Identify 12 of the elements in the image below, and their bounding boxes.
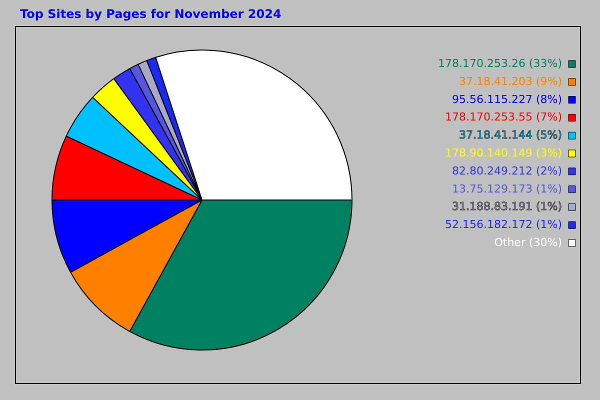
legend-label: 178.170.253.26 (33%) <box>438 57 562 70</box>
chart-title: Top Sites by Pages for November 2024 <box>20 7 282 21</box>
legend-label: 95.56.115.227 (8%) <box>452 92 562 106</box>
legend-label: 82.80.249.212 (2%) <box>452 164 562 178</box>
legend-label: 31.188.83.191 (1%) <box>452 200 562 214</box>
legend-label: 52.156.182.172 (1%) <box>444 218 562 232</box>
legend-label: 178.90.140.149 (3%) <box>444 146 562 160</box>
legend-label: Other (30%) <box>494 236 562 249</box>
legend-label: 13.75.129.173 (1%) <box>452 182 562 196</box>
legend-label: 37.18.41.144 (5%) <box>458 128 562 142</box>
legend-label: 37.18.41.203 (9%) <box>458 74 562 88</box>
legend-label: 178.170.253.55 (7%) <box>444 110 562 124</box>
